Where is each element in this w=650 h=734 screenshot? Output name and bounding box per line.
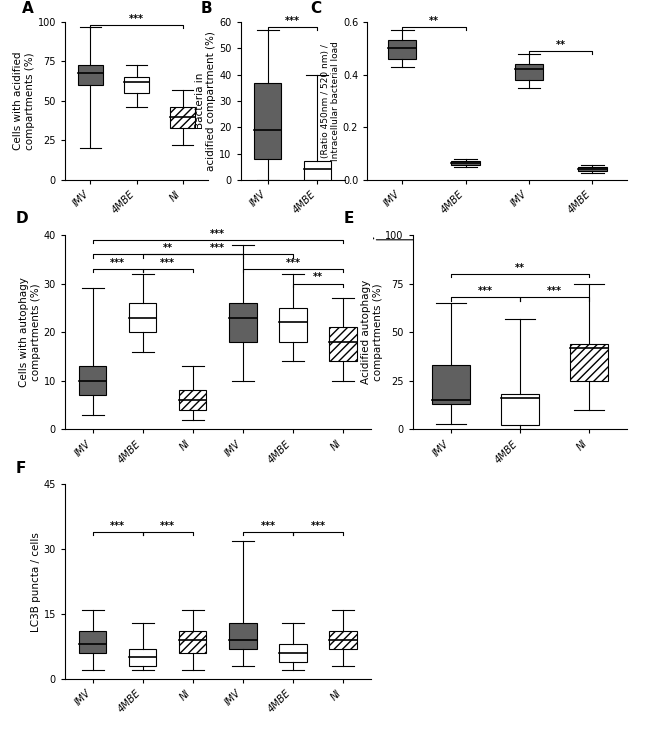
Text: + chloroquine: + chloroquine	[254, 509, 332, 519]
Text: ***: ***	[285, 16, 300, 26]
Bar	[79, 366, 107, 396]
Bar	[570, 344, 608, 381]
Text: 96hpi: 96hpi	[546, 255, 575, 266]
Bar	[79, 631, 107, 653]
Text: ***: ***	[110, 521, 125, 531]
Y-axis label: Cells with autophagy
compartments (%): Cells with autophagy compartments (%)	[20, 277, 41, 387]
Text: ***: ***	[311, 521, 326, 531]
Bar	[432, 366, 470, 404]
Y-axis label: LC3B puncta / cells: LC3B puncta / cells	[31, 531, 41, 632]
Bar	[578, 167, 606, 171]
Text: B: B	[201, 1, 213, 15]
Bar	[170, 107, 195, 128]
Bar	[515, 64, 543, 80]
Text: ***: ***	[160, 258, 175, 268]
Text: ***: ***	[110, 258, 125, 268]
Text: ***: ***	[478, 286, 493, 296]
Bar	[451, 161, 480, 165]
Text: ***: ***	[210, 243, 226, 253]
Bar	[501, 394, 539, 426]
Y-axis label: Bacteria in
acidified compartment (%): Bacteria in acidified compartment (%)	[195, 31, 216, 171]
Text: A: A	[22, 1, 34, 15]
Bar	[229, 303, 257, 342]
Text: **: **	[313, 272, 323, 283]
Text: **: **	[162, 243, 173, 253]
Bar	[129, 649, 157, 666]
Text: ***: ***	[129, 15, 144, 24]
Text: - chloroquine: - chloroquine	[106, 509, 179, 519]
Bar	[304, 161, 331, 180]
Text: ***: ***	[210, 229, 226, 239]
Bar	[279, 644, 307, 661]
Text: ***: ***	[285, 258, 300, 268]
Bar	[229, 622, 257, 649]
Text: ***: ***	[547, 286, 562, 296]
Y-axis label: Acidified autophagy
compartments (%): Acidified autophagy compartments (%)	[361, 280, 383, 385]
Text: E: E	[344, 211, 354, 226]
Bar	[78, 65, 103, 85]
Text: ***: ***	[160, 521, 175, 531]
Text: **: **	[556, 40, 566, 50]
Text: **: **	[515, 263, 525, 273]
Y-axis label: (Ratio 450nm / 520 nm) /
Intracellular bacterial load: (Ratio 450nm / 520 nm) / Intracellular b…	[320, 41, 340, 161]
Bar	[179, 631, 207, 653]
Bar	[279, 308, 307, 342]
Text: F: F	[16, 461, 27, 476]
Text: C: C	[310, 1, 321, 15]
Y-axis label: Cells with acidified
compartments (%): Cells with acidified compartments (%)	[13, 51, 35, 150]
Bar	[329, 327, 357, 361]
Text: ***: ***	[261, 521, 276, 531]
Bar	[129, 303, 157, 332]
Bar	[388, 40, 417, 59]
Text: **: **	[429, 16, 439, 26]
Text: 24hpi: 24hpi	[419, 255, 448, 266]
Bar	[179, 390, 207, 410]
Bar	[329, 631, 357, 649]
Bar	[124, 77, 150, 93]
Text: D: D	[16, 211, 29, 226]
Bar	[254, 82, 281, 159]
